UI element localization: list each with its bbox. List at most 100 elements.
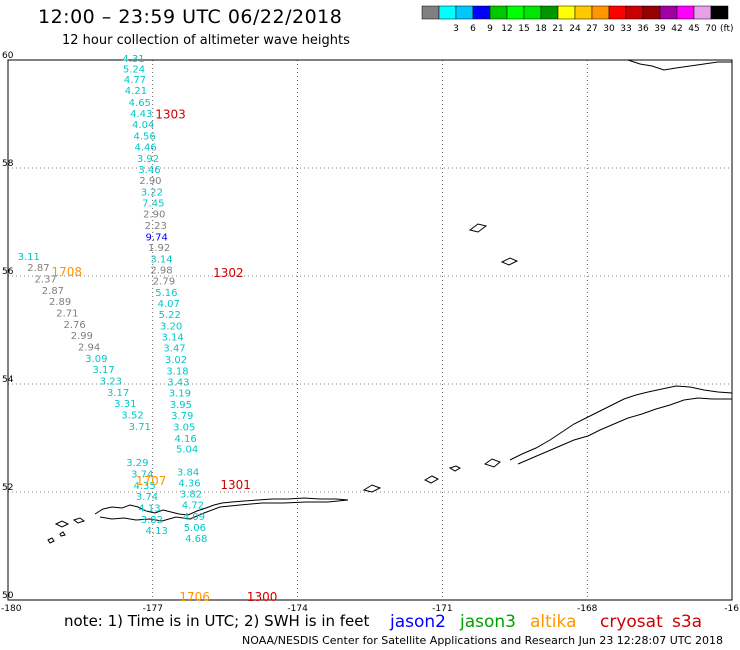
wave-height-label: 3.22 xyxy=(141,188,163,199)
aleutian-chain xyxy=(94,497,349,516)
wave-height-label: 2.79 xyxy=(153,277,175,288)
wave-height-label: 2.90 xyxy=(143,210,165,221)
color-legend: 3 6 9 12 15 18 21 24 27 30 33 36 39 42 45 70 (ft) xyxy=(421,5,734,34)
figure-title: 12:00 – 23:59 UTC 06/22/2018 xyxy=(38,6,343,28)
legend-tick-label: 30 xyxy=(603,24,615,34)
pass-time-label: 1706 xyxy=(179,590,210,604)
coastline xyxy=(47,59,733,544)
wave-height-label: 1.92 xyxy=(148,243,170,254)
wave-height-labels: 4.315.244.774.214.654.434.044.564.463.92… xyxy=(18,54,278,604)
legend-swatch xyxy=(523,5,542,20)
wave-height-label: 4.72 xyxy=(182,501,204,512)
wave-height-label: 3.23 xyxy=(100,377,122,388)
legend-swatch xyxy=(455,5,474,20)
legend-tick-label: 24 xyxy=(569,24,581,34)
mission-name-cryosat: cryosat xyxy=(600,612,663,632)
wave-height-label: 3.95 xyxy=(170,400,192,411)
wave-height-label: 9.74 xyxy=(146,232,168,243)
legend-unit-label: (ft) xyxy=(720,24,734,34)
legend-swatch xyxy=(506,5,525,20)
legend-swatch xyxy=(659,5,678,20)
wave-height-label: 3.17 xyxy=(92,365,114,376)
wave-height-label: 5.04 xyxy=(176,445,198,456)
wave-height-label: 4.77 xyxy=(124,75,146,86)
legend-tick-label: 27 xyxy=(586,24,597,34)
footer-credit: NOAA/NESDIS Center for Satellite Applica… xyxy=(242,634,724,647)
legend-tick-label: 3 xyxy=(453,24,459,34)
wave-height-label: 3.47 xyxy=(163,344,185,355)
lat-tick-label: 60 xyxy=(2,51,14,61)
legend-swatch xyxy=(591,5,610,20)
mission-name-altika: altika xyxy=(530,612,577,632)
wave-height-label: 3.14 xyxy=(150,255,172,266)
legend-tick-label: 15 xyxy=(518,24,529,34)
wave-height-label: 5.16 xyxy=(155,288,177,299)
legend-swatch xyxy=(676,5,695,20)
wave-height-label: 4.65 xyxy=(129,98,151,109)
wave-height-label: 3.82 xyxy=(180,489,202,500)
legend-swatch xyxy=(540,5,559,20)
island xyxy=(47,537,55,544)
legend-tick-label: 36 xyxy=(637,24,649,34)
wave-height-label: 3.02 xyxy=(165,355,187,366)
wave-height-label: 2.23 xyxy=(145,221,167,232)
legend-tick-label: 6 xyxy=(470,24,476,34)
island xyxy=(468,223,488,233)
wave-height-label: 2.98 xyxy=(150,265,172,276)
lon-tick-label: -171 xyxy=(432,604,452,614)
legend-swatch xyxy=(608,5,627,20)
legend-swatch xyxy=(693,5,712,20)
island xyxy=(448,465,462,472)
legend-swatch xyxy=(574,5,593,20)
wave-height-label: 4.31 xyxy=(122,54,144,65)
mission-name-jason3: jason3 xyxy=(460,612,516,632)
legend-tick-label: 70 xyxy=(705,24,717,34)
wave-height-label: 4.68 xyxy=(185,534,207,545)
island xyxy=(59,531,66,537)
wave-height-label: 2.87 xyxy=(42,286,64,297)
wave-height-label: 3.29 xyxy=(126,458,148,469)
lat-tick-label: 54 xyxy=(2,375,14,385)
legend-tick-label: 9 xyxy=(487,24,493,34)
alaska-peninsula xyxy=(509,385,733,461)
wave-height-label: 2.76 xyxy=(64,320,86,331)
wave-height-label: 3.43 xyxy=(167,378,189,389)
figure-subtitle: 12 hour collection of altimeter wave hei… xyxy=(62,33,350,48)
wave-height-label: 4.56 xyxy=(133,131,155,142)
island xyxy=(362,484,382,493)
legend-swatch xyxy=(557,5,576,20)
legend-tick-label: 33 xyxy=(620,24,631,34)
wave-height-label: 3.74 xyxy=(131,469,153,480)
lat-tick-label: 50 xyxy=(2,591,14,601)
wave-height-label: 2.89 xyxy=(49,297,71,308)
wave-height-label: 2.37 xyxy=(35,274,57,285)
mission-name-s3a: s3a xyxy=(672,612,703,632)
wave-height-label: 2.90 xyxy=(139,176,161,187)
wave-height-label: 4.46 xyxy=(134,143,156,154)
aleutian-chain-south xyxy=(99,499,349,522)
legend-tick-label: 12 xyxy=(501,24,512,34)
wave-height-label: 3.52 xyxy=(121,411,143,422)
legend-swatch xyxy=(710,5,729,20)
wave-height-label: 3.11 xyxy=(18,252,40,263)
pass-time-label: 1301 xyxy=(220,478,251,492)
wave-height-label: 3.09 xyxy=(85,354,107,365)
lon-tick-label: -177 xyxy=(143,604,163,614)
lon-tick-label: -180 xyxy=(1,604,22,614)
wave-height-label: 4.43 xyxy=(130,109,152,120)
axis-labels: 60 58 56 54 52 50 -180 -177 -174 -171 -168 -16 xyxy=(1,51,739,614)
lat-tick-label: 58 xyxy=(2,159,14,169)
island xyxy=(483,458,501,468)
legend-swatch xyxy=(489,5,508,20)
wave-height-label: 4.09 xyxy=(183,512,205,523)
wave-height-label: 4.36 xyxy=(178,479,200,490)
legend-tick-label: 39 xyxy=(654,24,666,34)
legend-tick-label: 21 xyxy=(552,24,563,34)
wave-height-label: 5.22 xyxy=(159,310,181,321)
wave-height-label: 3.05 xyxy=(173,422,195,433)
pass-time-label: 1300 xyxy=(247,590,278,604)
wave-height-label: 4.13 xyxy=(146,526,168,537)
wave-height-label: 3.46 xyxy=(138,165,160,176)
